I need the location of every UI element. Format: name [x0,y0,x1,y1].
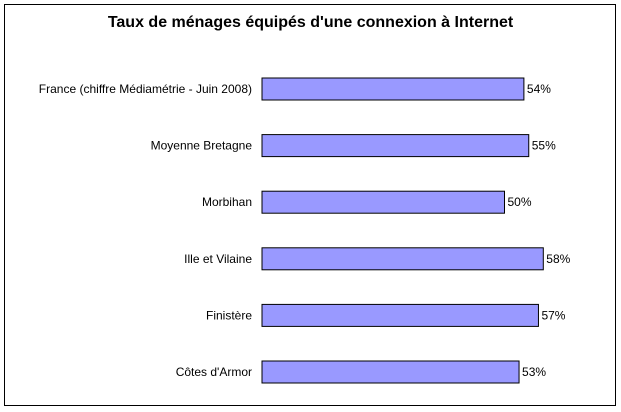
bar [261,134,530,158]
category-label: Ille et Vilaine [184,252,252,266]
bar [261,247,544,271]
category-label: Finistère [206,308,252,322]
value-label: 57% [541,308,565,322]
bar [261,303,539,327]
category-label: Morbihan [202,195,252,209]
value-label: 53% [522,365,546,379]
bar [261,190,505,214]
value-label: 55% [532,139,556,153]
category-label: France (chiffre Médiamétrie - Juin 2008) [39,82,252,96]
category-label: Moyenne Bretagne [151,139,253,153]
value-label: 54% [527,82,551,96]
chart-title: Taux de ménages équipés d'une connexion … [107,14,514,31]
bar [261,360,520,384]
bar [261,77,525,101]
category-label: Côtes d'Armor [176,365,252,379]
value-label: 58% [546,252,570,266]
value-label: 50% [508,195,532,209]
